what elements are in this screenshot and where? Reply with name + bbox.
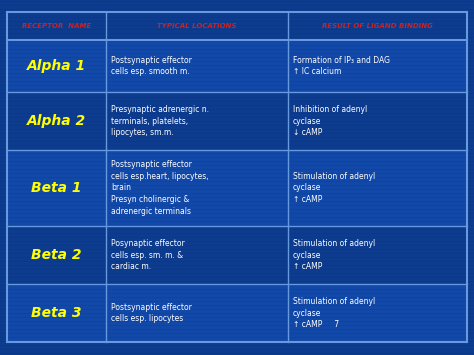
Text: TYPICAL LOCATIONS: TYPICAL LOCATIONS [157,23,237,29]
Text: Inhibition of adenyl
cyclase
↓ cAMP: Inhibition of adenyl cyclase ↓ cAMP [292,105,367,137]
Text: Stimulation of adenyl
cyclase
↑ cAMP: Stimulation of adenyl cyclase ↑ cAMP [292,239,375,271]
Text: Stimulation of adenyl
cyclase
↑ cAMP: Stimulation of adenyl cyclase ↑ cAMP [292,172,375,204]
Text: RESULT OF LIGAND BINDING: RESULT OF LIGAND BINDING [322,23,433,29]
Bar [7,284,467,342]
Text: RECEPTOR  NAME: RECEPTOR NAME [22,23,91,29]
Text: Postsynaptic effector
cells esp. smooth m.: Postsynaptic effector cells esp. smooth … [111,56,192,76]
Text: Formation of IP₃ and DAG
↑ IC calcium: Formation of IP₃ and DAG ↑ IC calcium [292,56,390,76]
Bar [7,40,467,92]
Bar [7,150,467,226]
Bar [7,226,467,284]
Text: Beta 1: Beta 1 [31,181,82,195]
Text: Alpha 1: Alpha 1 [27,59,86,73]
Text: Beta 2: Beta 2 [31,248,82,262]
Text: Alpha 2: Alpha 2 [27,114,86,128]
Text: Presynaptic adrenergic n.
terminals, platelets,
lipocytes, sm.m.: Presynaptic adrenergic n. terminals, pla… [111,105,209,137]
Text: Posynaptic effector
cells esp. sm. m. &
cardiac m.: Posynaptic effector cells esp. sm. m. & … [111,239,185,271]
Text: Postsynaptic effector
cells esp.heart, lipocytes,
brain
Presyn cholinergic &
adr: Postsynaptic effector cells esp.heart, l… [111,160,209,216]
Text: Beta 3: Beta 3 [31,306,82,320]
Text: Stimulation of adenyl
cyclase
↑ cAMP     7: Stimulation of adenyl cyclase ↑ cAMP 7 [292,297,375,329]
Text: Postsynaptic effector
cells esp. lipocytes: Postsynaptic effector cells esp. lipocyt… [111,302,192,323]
Bar [7,92,467,150]
